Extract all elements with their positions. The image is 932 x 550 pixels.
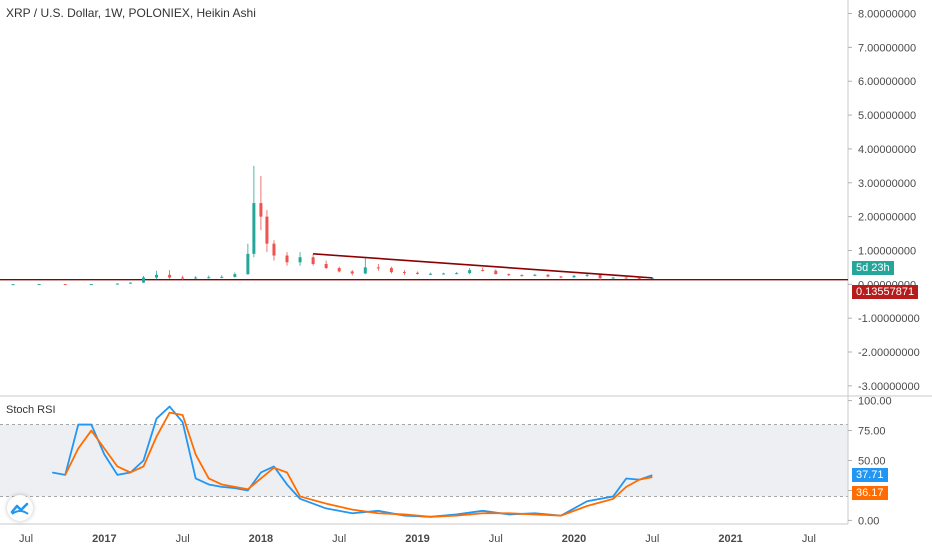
candle-body [233,274,237,277]
time-tick-label: 2018 [249,533,273,545]
time-tick-label: Jul [645,533,659,545]
price-tick-label: 2.00000000 [858,212,916,224]
candle-body [494,270,498,275]
candle-body [455,273,459,275]
candle-body [442,273,446,275]
stoch-d-tag: 36.17 [852,486,888,501]
candle-body [142,277,146,283]
candle-body [415,272,419,274]
candle-body [350,271,354,274]
candle-body [285,255,289,263]
candle-body [533,274,537,276]
price-tick-label: 4.00000000 [858,144,916,156]
time-tick-label: 2021 [718,533,742,545]
candle-body [37,284,41,286]
candle-body [220,276,224,278]
candle-body [585,274,589,276]
candle-body [181,277,185,279]
price-tick-label: 3.00000000 [858,178,916,190]
candle-body [246,253,250,275]
candle-body [298,257,302,263]
stoch-k-tag: 37.71 [852,468,888,483]
tradingview-logo[interactable] [7,495,33,521]
candle-body [168,274,172,278]
price-tick-label: 1.00000000 [858,245,916,257]
indicator-title: Stoch RSI [6,404,56,416]
candle-body [363,267,367,274]
candle-body [520,275,524,277]
price-tick-label: 8.00000000 [858,9,916,21]
candle-body [598,274,602,279]
candle-body [311,257,315,264]
candle-body [389,268,393,273]
candle-body [546,274,550,277]
time-tick-label: Jul [19,533,33,545]
stoch-tick-label: 100.00 [858,396,892,408]
time-tick-label: Jul [802,533,816,545]
countdown-tag: 5d 23h [852,260,894,275]
candle-body [611,277,615,279]
time-tick-label: Jul [489,533,503,545]
candle-body [559,276,563,278]
candle-body [63,284,67,286]
time-tick-label: Jul [176,533,190,545]
candle-body [624,277,628,279]
candle-body [337,268,341,272]
price-tick-label: 7.00000000 [858,42,916,54]
candle-body [507,274,511,276]
price-tick-label: -2.00000000 [858,347,920,359]
candle-body [89,284,93,286]
candle-body [637,277,641,279]
stoch-band [0,424,848,497]
time-tick-label: 2017 [92,533,116,545]
candle-body [128,282,132,284]
time-tick-label: 2020 [562,533,586,545]
candle-body [259,203,263,217]
candle-body [481,270,485,272]
candle-body [572,275,576,278]
price-tick-label: 6.00000000 [858,76,916,88]
stoch-tick-label: 50.00 [858,456,886,468]
stoch-tick-label: 75.00 [858,426,886,438]
candle-body [207,277,211,279]
price-tick-label: -1.00000000 [858,313,920,325]
candle-body [265,216,269,244]
candle-body [468,270,472,274]
price-tick-label: 5.00000000 [858,110,916,122]
candle-body [11,284,15,286]
time-tick-label: 2019 [405,533,429,545]
candle-body [252,203,256,254]
candle-body [115,283,119,285]
candle-body [429,273,433,275]
stoch-d-line [64,411,653,518]
descending-trendline [313,253,653,279]
time-tick-label: Jul [332,533,346,545]
tradingview-logo-icon [10,502,29,515]
candle-body [402,272,406,274]
stoch-tick-label: 0.00 [858,515,879,527]
candle-body [376,267,380,269]
candle-body [155,274,159,278]
candle-body [272,243,276,256]
last-price-tag: 0.13557871 [852,284,919,299]
candle-body [650,277,654,279]
price-tick-label: -3.00000000 [858,381,920,393]
candle-body [324,264,328,269]
candle-body [194,277,198,279]
chart-title: XRP / U.S. Dollar, 1W, POLONIEX, Heikin … [6,6,256,20]
